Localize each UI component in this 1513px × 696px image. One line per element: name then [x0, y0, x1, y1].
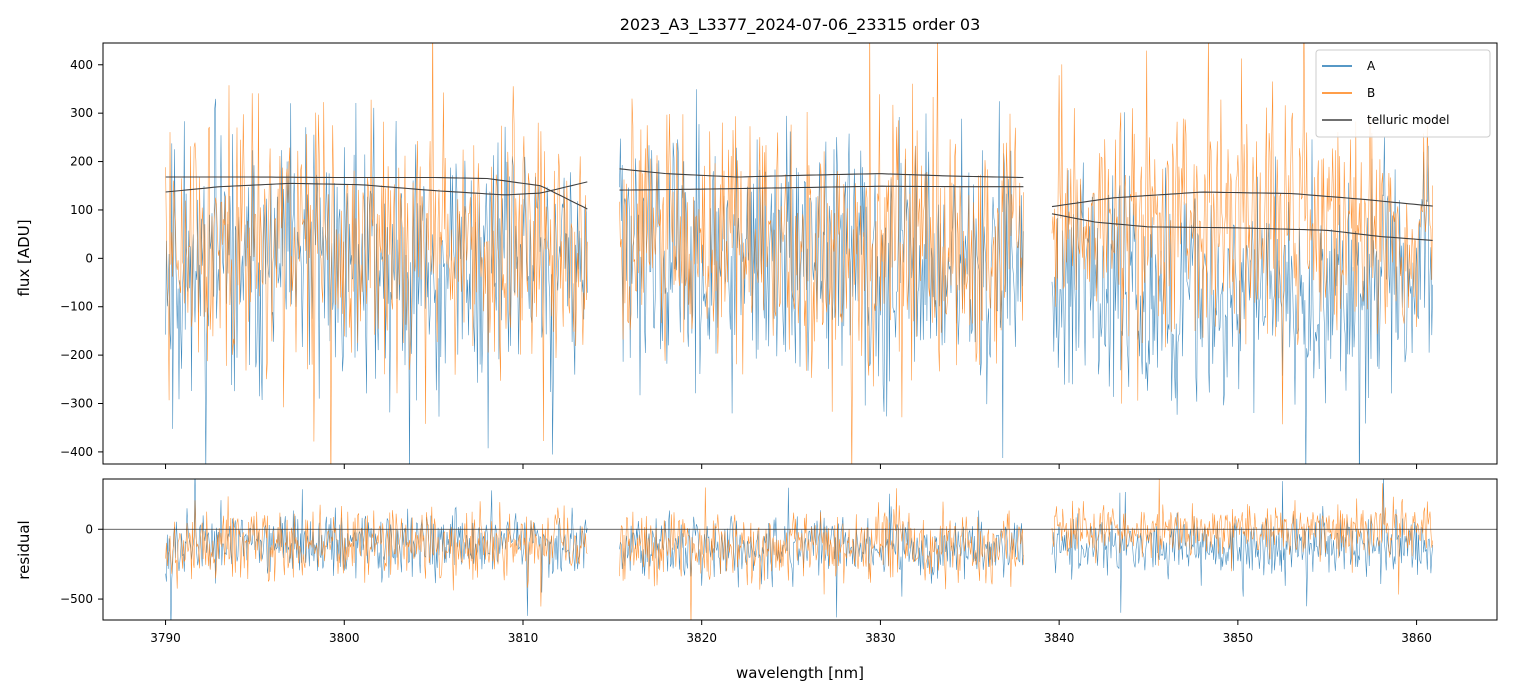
chart-title: 2023_A3_L3377_2024-07-06_23315 order 03: [620, 15, 981, 35]
residual-series-b-segment-1: [165, 496, 588, 607]
flux-series-telluric-model-curve-4: [619, 185, 1024, 191]
residual-series-b-segment-2: [619, 487, 1024, 620]
flux-series-a-segment-3: [1051, 112, 1433, 464]
legend-entry-telluric-model: telluric model: [1322, 113, 1449, 127]
flux-y-tick-label-200: 200: [70, 155, 93, 169]
residual-series-a-segment-3: [1051, 479, 1433, 613]
x-axis-label: wavelength [nm]: [736, 664, 864, 682]
flux-panel: 400 300 200 100 0 −100 −200 −300 −400 flux [ADU]…: [15, 42, 1498, 469]
residual-x-tick-label-3820: 3820: [686, 631, 717, 645]
residual-x-tick-label-3850: 3850: [1223, 631, 1254, 645]
flux-y-tick-label-0: 0: [85, 251, 93, 265]
residual-axes: 3790 3800 3810 3820 3830 3840 3850 3860 0 −500: [60, 522, 1432, 645]
residual-series-b-segment-3: [1051, 479, 1433, 595]
residual-x-tick-label-3860: 3860: [1401, 631, 1432, 645]
residual-y-axis-label: residual: [15, 520, 33, 579]
residual-y-tick-label-500: −500: [60, 592, 93, 606]
flux-y-tick-label-100: 100: [70, 203, 93, 217]
residual-plot-frame: [102, 478, 1498, 621]
flux-y-tick-label-400: −400: [60, 445, 93, 459]
flux-series-telluric-model-curve-5: [1051, 191, 1433, 208]
legend: A B telluric model: [1315, 49, 1491, 138]
flux-y-tick-label-300: −300: [60, 397, 93, 411]
residual-x-tick-label-3830: 3830: [865, 631, 896, 645]
flux-y-tick-label-300: 300: [70, 106, 93, 120]
flux-series-telluric-model-curve-6: [1051, 213, 1433, 241]
residual-y-tick-label-0: 0: [85, 522, 93, 536]
residual-x-tick-label-3800: 3800: [329, 631, 360, 645]
legend-label-a: A: [1367, 59, 1376, 73]
flux-series-b-segment-1: [165, 43, 588, 464]
flux-y-tick-label-400: 400: [70, 58, 93, 72]
flux-series-b-segment-2: [619, 43, 1024, 464]
legend-label-b: B: [1367, 86, 1375, 100]
flux-series-telluric-model-curve-1: [165, 176, 588, 210]
flux-series-telluric-model-curve-3: [619, 168, 1024, 179]
legend-entry-b: B: [1322, 86, 1375, 100]
flux-y-tick-label-200: −200: [60, 348, 93, 362]
flux-series-b-segment-3: [1051, 43, 1433, 425]
residual-x-tick-label-3790: 3790: [150, 631, 181, 645]
residual-panel: 3790 3800 3810 3820 3830 3840 3850 3860 0 −500 re…: [15, 478, 1498, 682]
flux-series-telluric-model-curve-2: [165, 181, 588, 196]
residual-series-a-segment-2: [619, 487, 1024, 618]
legend-entry-a: A: [1322, 59, 1376, 73]
flux-data-layer: [165, 43, 1433, 464]
legend-label-telluric-model: telluric model: [1367, 113, 1449, 127]
residual-x-tick-label-3840: 3840: [1044, 631, 1075, 645]
residual-x-tick-label-3810: 3810: [508, 631, 539, 645]
residual-data-layer: [103, 479, 1497, 620]
flux-plot-background: [103, 43, 1497, 464]
flux-y-tick-label-100: −100: [60, 300, 93, 314]
flux-y-axis-label: flux [ADU]: [15, 219, 33, 296]
legend-frame: [1315, 49, 1491, 138]
flux-axes: 400 300 200 100 0 −100 −200 −300 −400: [60, 58, 1418, 469]
flux-plot-frame: [102, 42, 1498, 465]
